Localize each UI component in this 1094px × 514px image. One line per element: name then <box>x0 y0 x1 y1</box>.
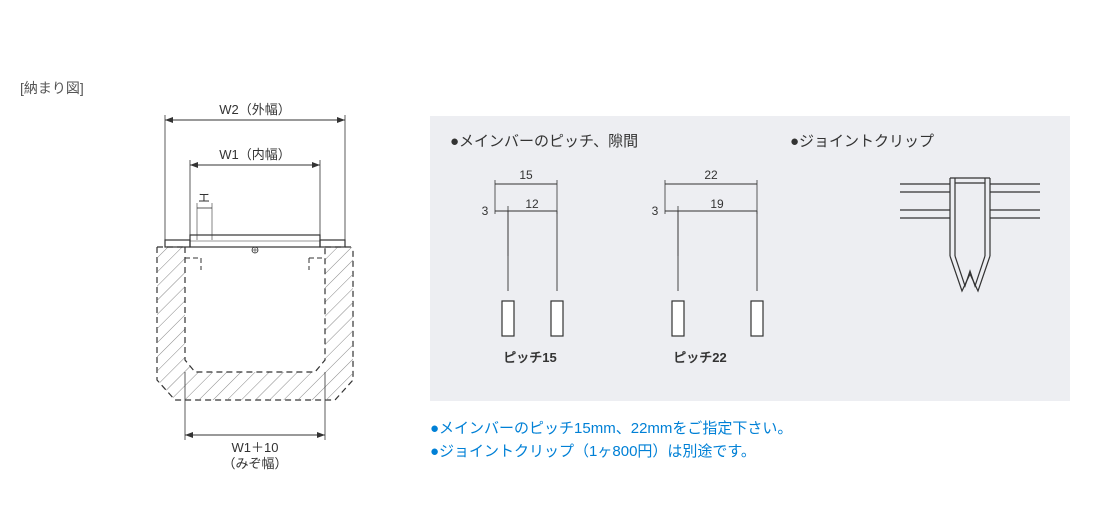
pitch15-diagram: 15 3 12 ピッチ15 <box>455 166 605 366</box>
diagram-title: [納まり図] <box>20 78 84 98</box>
heading-pitch: ●メインバーのピッチ、隙間 <box>450 130 638 151</box>
info-panel: ●メインバーのピッチ、隙間 ●ジョイントクリップ 15 3 12 ピッチ15 <box>430 116 1070 401</box>
bottom-label: W1＋10 <box>232 440 279 455</box>
pitch15-label: ピッチ15 <box>455 347 605 366</box>
note-line-2: ●ジョイントクリップ（1ヶ800円）は別途です。 <box>430 441 792 464</box>
gap-label: エ <box>198 191 210 205</box>
joint-clip-diagram <box>895 166 1045 326</box>
bottom-sublabel: （みぞ幅） <box>222 456 287 471</box>
p22-gap: 3 <box>652 204 659 218</box>
pitch22-diagram: 22 3 19 ピッチ22 <box>625 166 775 366</box>
p22-bar: 19 <box>710 197 724 211</box>
heading-joint: ●ジョイントクリップ <box>790 130 934 151</box>
notes: ●メインバーのピッチ15mm、22mmをご指定下さい。 ●ジョイントクリップ（1… <box>430 418 792 463</box>
installation-diagram: W2（外幅） W1（内幅） エ <box>145 100 385 480</box>
p15-bar: 12 <box>525 197 539 211</box>
p22-total: 22 <box>704 168 718 182</box>
p15-gap: 3 <box>482 204 489 218</box>
w2-label: W2（外幅） <box>219 102 291 117</box>
p15-total: 15 <box>519 168 533 182</box>
w1-label: W1（内幅） <box>219 147 291 162</box>
note-line-1: ●メインバーのピッチ15mm、22mmをご指定下さい。 <box>430 418 792 441</box>
pitch22-label: ピッチ22 <box>625 347 775 366</box>
